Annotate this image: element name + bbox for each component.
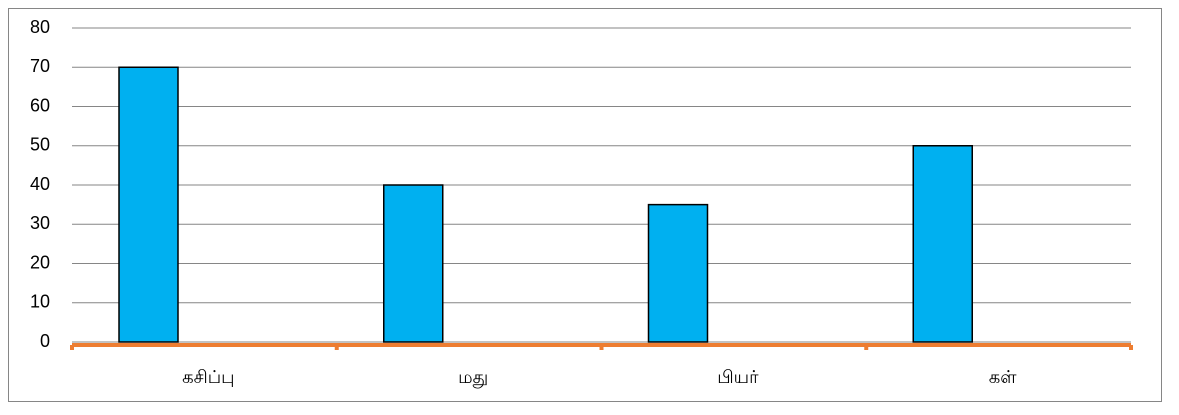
bar xyxy=(647,203,709,343)
y-tick-label: 60 xyxy=(30,95,50,115)
y-tick-label: 70 xyxy=(30,56,50,76)
x-tick-label: கசிப்பு xyxy=(182,367,234,387)
y-tick-label: 0 xyxy=(40,331,50,351)
x-tick-label: மது xyxy=(458,367,488,388)
bar xyxy=(118,66,179,343)
y-tick-label: 50 xyxy=(30,135,50,155)
bar xyxy=(912,145,973,343)
y-tick-label: 20 xyxy=(30,252,50,272)
x-tick-label: பியர் xyxy=(717,367,759,387)
bar xyxy=(383,184,444,343)
y-tick-label: 10 xyxy=(30,292,50,312)
y-tick-label: 30 xyxy=(30,213,50,233)
y-tick-label: 40 xyxy=(30,174,50,194)
y-tick-label: 80 xyxy=(30,17,50,37)
x-tick-label: கள் xyxy=(989,367,1018,387)
